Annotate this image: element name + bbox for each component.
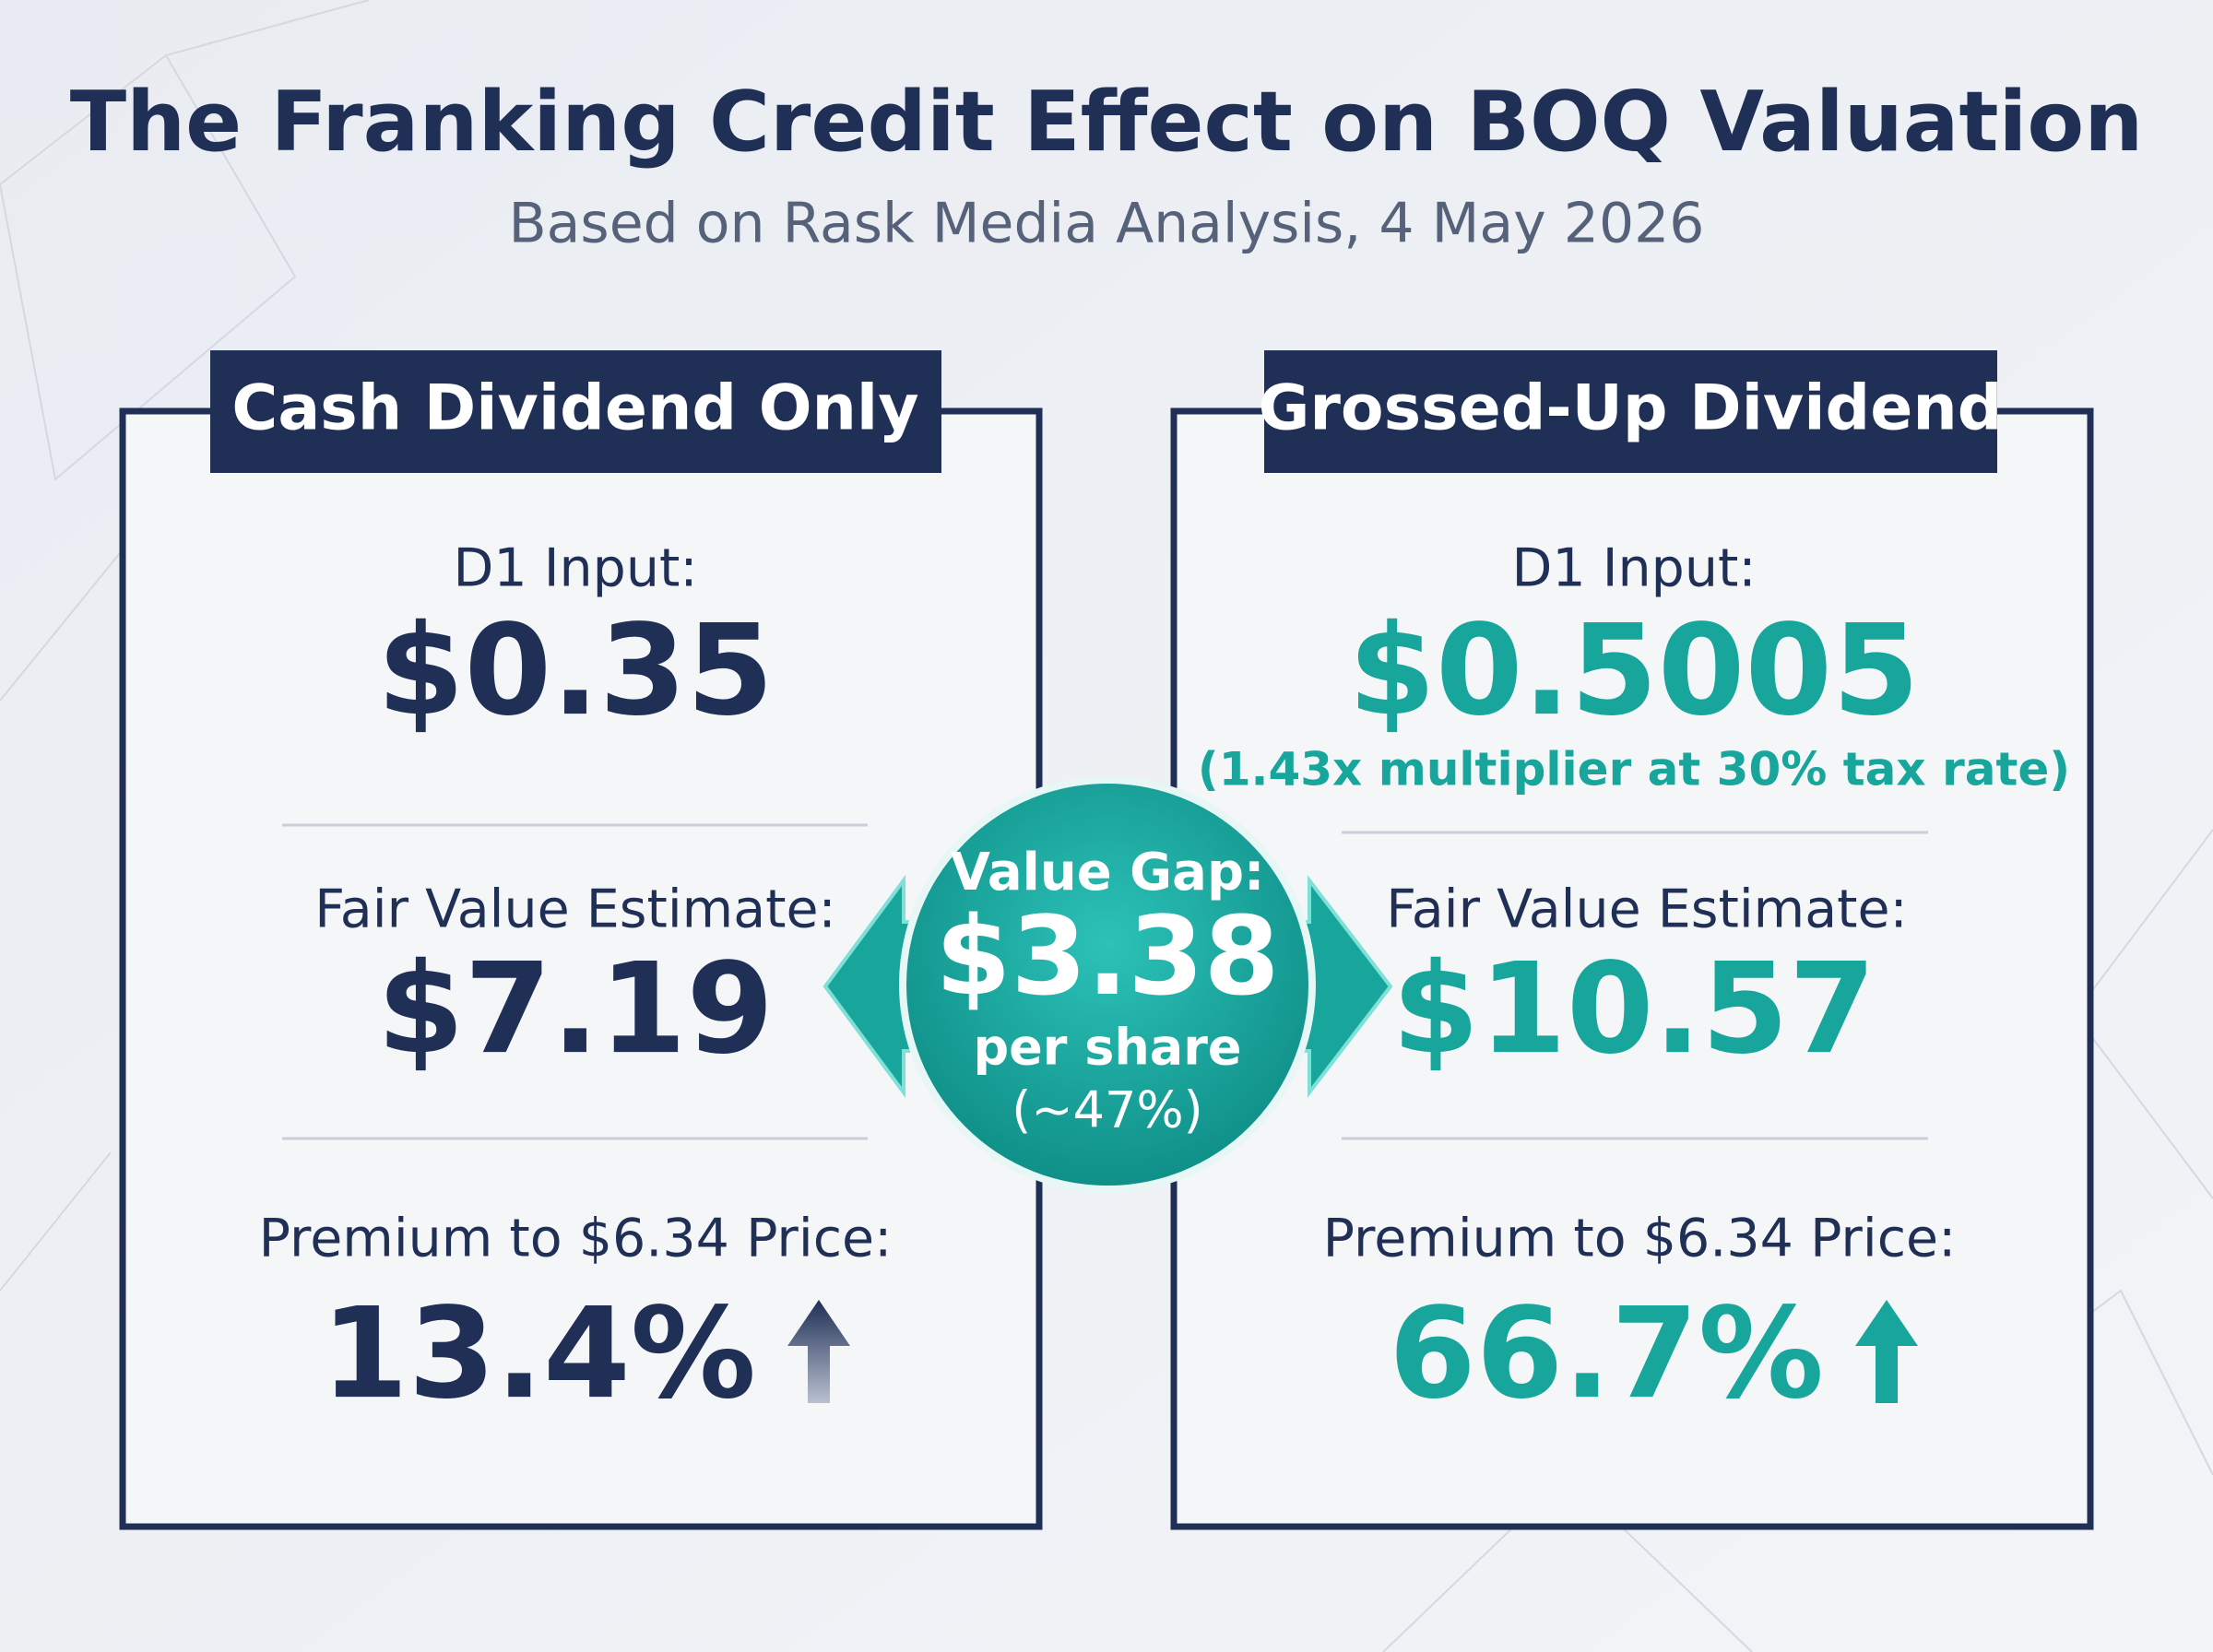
item-value: $10.57 — [1392, 937, 1876, 1082]
item-label: D1 Input: — [453, 538, 697, 599]
badge-share: (~47%) — [1012, 1081, 1202, 1139]
up-arrow — [787, 1300, 850, 1403]
value-gap-badge — [899, 776, 1316, 1193]
item-value: $0.5005 — [1348, 598, 1919, 744]
panel-tab — [210, 350, 941, 473]
item-label: Fair Value Estimate: — [314, 879, 836, 940]
panel-heading: Cash Dividend Only — [231, 372, 918, 445]
item-label: Premium to $6.34 Price: — [1323, 1209, 1957, 1269]
item-value: 13.4% — [321, 1281, 756, 1427]
panel-tab — [1264, 350, 1997, 473]
badge-label: Value Gap: — [951, 843, 1265, 903]
title: The Franking Credit Effect on BOQ Valuat… — [70, 74, 2144, 171]
item-value: 66.7% — [1389, 1281, 1824, 1427]
item-value: $0.35 — [377, 598, 774, 744]
panel-heading: Grossed-Up Dividend — [1259, 372, 2003, 445]
subtitle: Based on Rask Media Analysis, 4 May 2026 — [509, 192, 1705, 256]
item-value: $7.19 — [377, 937, 774, 1082]
up-arrow — [1855, 1300, 1918, 1403]
item-label: Fair Value Estimate: — [1386, 879, 1908, 940]
item-label: D1 Input: — [1511, 538, 1756, 599]
item-label: Premium to $6.34 Price: — [259, 1209, 893, 1269]
badge-value: $3.38 — [935, 892, 1279, 1020]
badge-unit: per share — [974, 1019, 1242, 1077]
item-note: (1.43x multiplier at 30% tax rate) — [1198, 743, 2070, 796]
